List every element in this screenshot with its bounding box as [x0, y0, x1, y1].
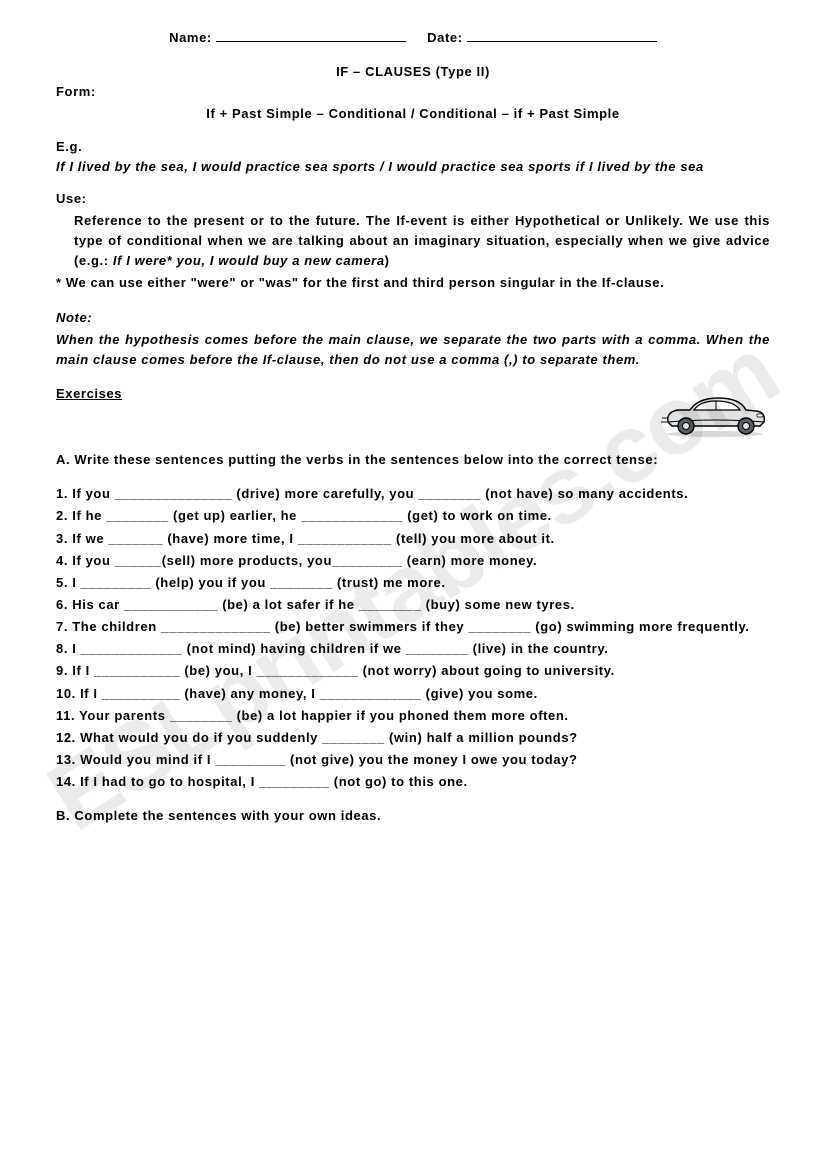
list-item: 9. If I ___________ (be) you, I ________…	[56, 661, 770, 681]
note-block: Note: When the hypothesis comes before t…	[56, 308, 770, 370]
list-item: 5. I _________ (help) you if you _______…	[56, 573, 770, 593]
list-item: 12. What would you do if you suddenly __…	[56, 728, 770, 748]
list-item: 14. If I had to go to hospital, I ______…	[56, 772, 770, 792]
use-text-1b: If I were* you, I would buy a new camera	[113, 253, 385, 268]
list-item: 13. Would you mind if I _________ (not g…	[56, 750, 770, 770]
use-text-1: Reference to the present or to the futur…	[56, 211, 770, 271]
use-text-1c: )	[385, 253, 390, 268]
use-block: Use: Reference to the present or to the …	[56, 189, 770, 294]
date-blank[interactable]	[467, 41, 657, 42]
form-text: If + Past Simple – Conditional / Conditi…	[56, 104, 770, 124]
name-label: Name:	[169, 30, 212, 45]
list-item: 10. If I __________ (have) any money, I …	[56, 684, 770, 704]
use-text-2: * We can use either "were" or "was" for …	[56, 273, 770, 293]
exercise-a-instruction: A. Write these sentences putting the ver…	[56, 450, 770, 470]
eg-text: If I lived by the sea, I would practice …	[56, 157, 770, 177]
list-item: 3. If we _______ (have) more time, I ___…	[56, 529, 770, 549]
form-label: Form:	[56, 82, 770, 102]
car-icon	[660, 388, 770, 444]
eg-label: E.g.	[56, 137, 770, 157]
exercises-heading-row: Exercises	[56, 384, 770, 404]
list-item: 7. The children ______________ (be) bett…	[56, 617, 770, 637]
exercise-b-instruction: B. Complete the sentences with your own …	[56, 806, 770, 826]
header-row: Name: Date:	[56, 28, 770, 48]
exercise-a-list: 1. If you _______________ (drive) more c…	[56, 484, 770, 792]
note-label: Note:	[56, 308, 770, 328]
example-block: E.g. If I lived by the sea, I would prac…	[56, 137, 770, 177]
list-item: 11. Your parents ________ (be) a lot hap…	[56, 706, 770, 726]
use-label: Use:	[56, 189, 770, 209]
list-item: 4. If you ______(sell) more products, yo…	[56, 551, 770, 571]
note-text: When the hypothesis comes before the mai…	[56, 330, 770, 370]
list-item: 8. I _____________ (not mind) having chi…	[56, 639, 770, 659]
worksheet-title: IF – CLAUSES (Type II)	[56, 62, 770, 82]
name-blank[interactable]	[216, 41, 406, 42]
list-item: 6. His car ____________ (be) a lot safer…	[56, 595, 770, 615]
date-label: Date:	[427, 30, 463, 45]
list-item: 1. If you _______________ (drive) more c…	[56, 484, 770, 504]
list-item: 2. If he ________ (get up) earlier, he _…	[56, 506, 770, 526]
